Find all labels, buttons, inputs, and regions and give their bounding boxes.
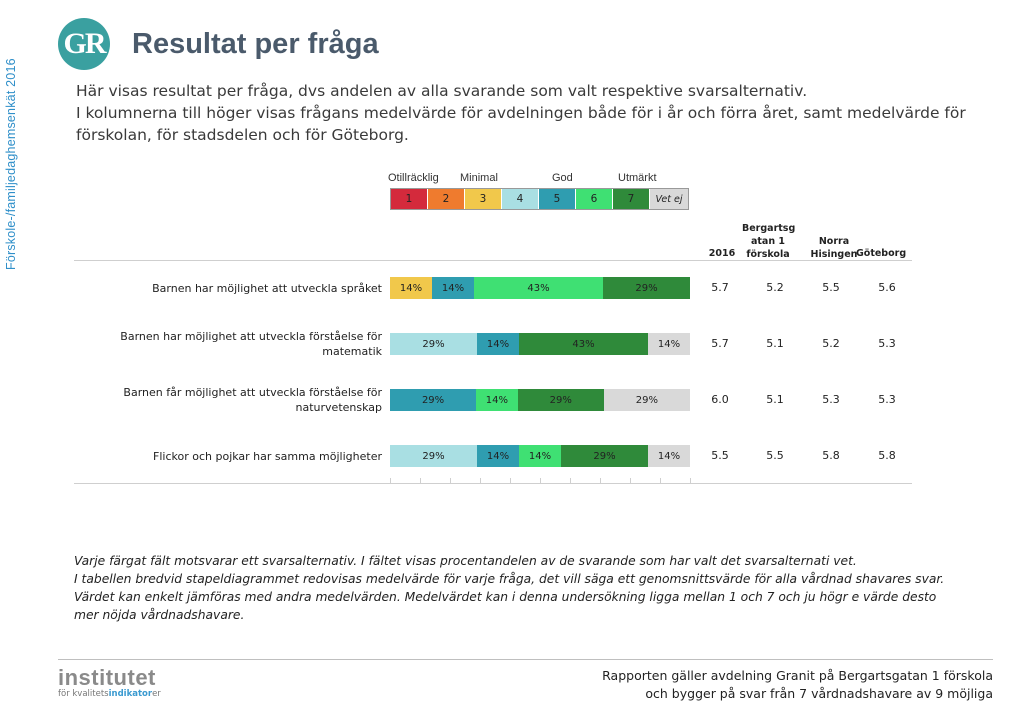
legend-label-utmarkt: Utmärkt <box>618 172 657 184</box>
question-label: Flickor och pojkar har samma möjligheter <box>153 449 382 463</box>
gr-logo: GR <box>58 18 110 70</box>
page-title: Resultat per fråga <box>132 28 379 60</box>
average-value: 5.2 <box>822 337 840 350</box>
col-head-stad: Göteborg <box>856 248 907 259</box>
header-rule <box>74 260 912 261</box>
average-value: 5.5 <box>711 449 729 462</box>
footer-divider <box>58 659 993 660</box>
bar-segment: 29% <box>390 333 477 355</box>
average-value: 5.1 <box>766 393 784 406</box>
average-value: 5.8 <box>878 449 896 462</box>
note-line-2: I tabellen bredvid stapeldiagrammet redo… <box>74 572 945 622</box>
average-value: 5.8 <box>822 449 840 462</box>
intro-line-1: Här visas resultat per fråga, dvs andele… <box>76 82 808 100</box>
legend-label-god: God <box>552 172 573 184</box>
average-value: 5.5 <box>822 281 840 294</box>
legend-swatch-2: 2 <box>428 189 465 209</box>
bar-segment: 14% <box>390 277 432 299</box>
average-value: 6.0 <box>711 393 729 406</box>
average-value: 5.1 <box>766 337 784 350</box>
question-label: Barnen har möjlighet att utveckla språke… <box>152 281 382 295</box>
average-value: 5.3 <box>878 393 896 406</box>
legend-swatches: 1 2 3 4 5 6 7 Vet ej <box>390 188 689 210</box>
bar-segment: 29% <box>390 389 477 411</box>
col-head-year: 2016 <box>708 248 736 259</box>
legend-label-otillracklig: Otillräcklig <box>388 172 439 184</box>
average-value: 5.3 <box>822 393 840 406</box>
axis-tick <box>690 478 691 484</box>
axis-tick <box>540 478 541 484</box>
footer-line-2: och bygger på svar från 7 vårdnadshavare… <box>645 686 993 701</box>
average-value: 5.7 <box>711 337 729 350</box>
bar-segment: 14% <box>477 333 519 355</box>
bar-segment: 14% <box>477 445 519 467</box>
intro-text: Här visas resultat per fråga, dvs andele… <box>76 80 996 146</box>
average-value: 5.7 <box>711 281 729 294</box>
average-value: 5.6 <box>878 281 896 294</box>
bar-segment: 43% <box>474 277 603 299</box>
legend-swatch-7: 7 <box>613 189 650 209</box>
axis-tick <box>480 478 481 484</box>
bar-segment: 14% <box>648 333 690 355</box>
legend-swatch-5: 5 <box>539 189 576 209</box>
axis-tick <box>660 478 661 484</box>
question-label: Barnen har möjlighet att utveckla förstå… <box>120 330 382 358</box>
legend-swatch-1: 1 <box>391 189 428 209</box>
bottom-rule <box>74 483 912 484</box>
institutet-tagline: för kvalitetsindikatorer <box>58 689 161 699</box>
legend-swatch-6: 6 <box>576 189 613 209</box>
question-label: Barnen får möjlighet att utveckla förstå… <box>123 386 382 414</box>
institutet-name: institutet <box>58 665 156 690</box>
legend-swatch-4: 4 <box>502 189 539 209</box>
axis-tick <box>390 478 391 484</box>
bar-segment: 29% <box>390 445 477 467</box>
axis-tick <box>450 478 451 484</box>
bar-segment: 29% <box>517 389 604 411</box>
footer-line-1: Rapporten gäller avdelning Granit på Ber… <box>602 668 993 683</box>
bar-segment: 29% <box>561 445 648 467</box>
col-head-forskola: Bergartsg atan 1 förskola <box>742 223 796 260</box>
bar-segment: 29% <box>603 277 690 299</box>
intro-line-2: I kolumnerna till höger visas frågans me… <box>76 104 966 144</box>
note-line-1: Varje färgat fält motsvarar ett svarsalt… <box>74 554 857 568</box>
axis-tick <box>630 478 631 484</box>
average-value: 5.2 <box>766 281 784 294</box>
axis-tick <box>420 478 421 484</box>
axis-tick <box>570 478 571 484</box>
legend-swatch-3: 3 <box>465 189 502 209</box>
col-head-stadsdel: Norra Hisingen <box>810 236 858 260</box>
bar-segment: 43% <box>519 333 648 355</box>
bar-segment: 29% <box>603 389 690 411</box>
footer-report-info: Rapporten gäller avdelning Granit på Ber… <box>602 667 993 703</box>
average-value: 5.3 <box>878 337 896 350</box>
bar-segment: 14% <box>476 389 518 411</box>
legend-swatch-vet-ej: Vet ej <box>650 189 688 209</box>
explanation-note: Varje färgat fält motsvarar ett svarsalt… <box>74 552 954 624</box>
bar-segment: 14% <box>648 445 690 467</box>
bar-segment: 14% <box>432 277 474 299</box>
axis-tick <box>600 478 601 484</box>
axis-tick <box>510 478 511 484</box>
legend-label-minimal: Minimal <box>460 172 498 184</box>
institutet-logo: institutet för kvalitetsindikatorer <box>58 665 161 700</box>
average-value: 5.5 <box>766 449 784 462</box>
bar-segment: 14% <box>519 445 561 467</box>
